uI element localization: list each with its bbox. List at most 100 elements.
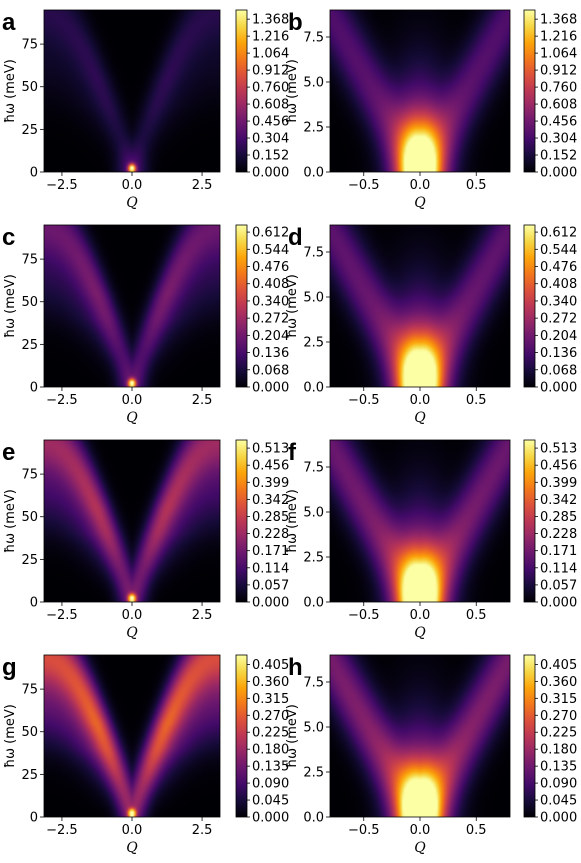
y-tick-label: 0.0 xyxy=(303,166,324,181)
colorbar-tick-label: 1.064 xyxy=(252,47,289,62)
heatmap-b xyxy=(330,10,510,172)
colorbar-tick-label: 0.228 xyxy=(540,527,577,542)
heatmap-f xyxy=(330,440,510,602)
y-tick-label: 0.0 xyxy=(303,596,324,611)
panel-letter: f xyxy=(288,439,297,466)
colorbar-tick-label: 0.456 xyxy=(540,115,577,130)
colorbar-tick-label: 0.405 xyxy=(540,658,577,673)
colorbar-tick-label: 0.000 xyxy=(252,811,289,826)
x-tick-label: 2.5 xyxy=(192,823,213,838)
colorbar-tick-label: 0.315 xyxy=(252,692,289,707)
x-tick-label: −0.5 xyxy=(348,608,380,623)
colorbar-tick-label: 0.608 xyxy=(252,98,289,113)
y-tick-label: 2.5 xyxy=(303,336,324,351)
y-tick-label: 0 xyxy=(30,166,38,181)
x-tick-label: 0.0 xyxy=(410,393,431,408)
colorbar-tick-label: 0.045 xyxy=(252,794,289,809)
colorbar-tick-label: 0.090 xyxy=(252,777,289,792)
colorbar-tick-label: 0.912 xyxy=(540,64,577,79)
colorbar-tick-label: 0.270 xyxy=(540,709,577,724)
heatmap-h xyxy=(330,655,510,817)
colorbar-tick-label: 1.368 xyxy=(540,13,577,28)
colorbar xyxy=(523,224,536,388)
panel-letter: h xyxy=(288,654,303,681)
colorbar-tick-label: 0.225 xyxy=(540,726,577,741)
y-tick-label: 7.5 xyxy=(303,461,324,476)
colorbar-tick-label: 0.456 xyxy=(540,459,577,474)
colorbar-tick-label: 0.408 xyxy=(540,277,577,292)
y-tick-label: 0.0 xyxy=(303,381,324,396)
colorbar-tick-label: 0.068 xyxy=(252,363,289,378)
x-axis-label: Q xyxy=(126,410,138,426)
y-axis-label: ħω (meV) xyxy=(3,704,18,768)
colorbar-tick-label: 1.064 xyxy=(540,47,577,62)
y-tick-label: 7.5 xyxy=(303,246,324,261)
colorbar-tick-label: 0.228 xyxy=(252,527,289,542)
x-tick-label: −2.5 xyxy=(46,178,78,193)
panel-letter: c xyxy=(2,224,15,251)
colorbar-tick-label: 0.399 xyxy=(540,476,577,491)
x-tick-label: 0.0 xyxy=(410,823,431,838)
colorbar-tick-label: 0.057 xyxy=(540,578,577,593)
colorbar-tick-label: 0.760 xyxy=(252,81,289,96)
colorbar-tick-label: 0.000 xyxy=(540,166,577,181)
colorbar-tick-label: 0.171 xyxy=(540,544,577,559)
colorbar-tick-label: 1.368 xyxy=(252,13,289,28)
x-tick-label: 2.5 xyxy=(192,393,213,408)
x-tick-label: 0.5 xyxy=(466,823,487,838)
colorbar-tick-label: 0.204 xyxy=(540,329,577,344)
x-tick-label: −0.5 xyxy=(348,393,380,408)
y-tick-label: 5.0 xyxy=(303,721,324,736)
colorbar-tick-label: 0.000 xyxy=(540,381,577,396)
x-tick-label: 2.5 xyxy=(192,178,213,193)
x-axis-label: Q xyxy=(414,195,426,211)
y-tick-label: 50 xyxy=(21,510,38,525)
y-axis-label: ħω (meV) xyxy=(285,59,300,123)
y-axis-label: ħω (meV) xyxy=(285,489,300,553)
colorbar-tick-label: 0.068 xyxy=(540,363,577,378)
y-tick-label: 0 xyxy=(30,381,38,396)
colorbar xyxy=(235,654,248,818)
heatmap-d xyxy=(330,225,510,387)
colorbar-tick-label: 0.285 xyxy=(252,510,289,525)
colorbar xyxy=(235,224,248,388)
x-tick-label: 0.5 xyxy=(466,178,487,193)
x-tick-label: 0.0 xyxy=(410,608,431,623)
y-tick-label: 0 xyxy=(30,596,38,611)
x-tick-label: 0.0 xyxy=(410,178,431,193)
y-tick-label: 7.5 xyxy=(303,676,324,691)
x-tick-label: −2.5 xyxy=(46,823,78,838)
panel-letter: a xyxy=(2,9,16,36)
y-tick-label: 25 xyxy=(21,338,38,353)
colorbar-tick-label: 0.000 xyxy=(252,381,289,396)
colorbar-tick-label: 0.340 xyxy=(540,294,577,309)
colorbar-tick-label: 0.114 xyxy=(252,561,289,576)
y-tick-label: 2.5 xyxy=(303,121,324,136)
colorbar-tick-label: 0.608 xyxy=(540,98,577,113)
y-axis-label: ħω (meV) xyxy=(3,489,18,553)
x-tick-label: 0.0 xyxy=(122,178,143,193)
y-axis-label: ħω (meV) xyxy=(3,274,18,338)
colorbar-tick-label: 0.456 xyxy=(252,115,289,130)
x-tick-label: 0.0 xyxy=(122,823,143,838)
panel-h: −0.5 0.0 0.5 0.0 2.5 5.0 7.5 Qħω (meV) h 0.000 0.0… xyxy=(285,654,577,856)
colorbar-tick-label: 0.136 xyxy=(540,346,577,361)
panel-letter: b xyxy=(288,9,303,36)
colorbar-tick-label: 0.360 xyxy=(252,675,289,690)
x-axis-label: Q xyxy=(414,410,426,426)
colorbar-tick-label: 0.912 xyxy=(252,64,289,79)
x-tick-label: 0.5 xyxy=(466,608,487,623)
panel-g: −2.5 0.0 2.5 0 25 50 75 Qħω (meV) g 0.000 0.045 0.0… xyxy=(2,654,289,856)
x-tick-label: −2.5 xyxy=(46,393,78,408)
y-tick-label: 2.5 xyxy=(303,551,324,566)
colorbar-tick-label: 0.225 xyxy=(252,726,289,741)
colorbar-tick-label: 0.476 xyxy=(252,260,289,275)
colorbar-tick-label: 0.408 xyxy=(252,277,289,292)
y-axis-label: ħω (meV) xyxy=(3,59,18,123)
colorbar-tick-label: 0.000 xyxy=(540,596,577,611)
colorbar-tick-label: 0.057 xyxy=(252,578,289,593)
colorbar-tick-label: 0.476 xyxy=(540,260,577,275)
colorbar-tick-label: 0.204 xyxy=(252,329,289,344)
colorbar-tick-label: 0.513 xyxy=(252,442,289,457)
heatmap-c xyxy=(44,225,220,387)
